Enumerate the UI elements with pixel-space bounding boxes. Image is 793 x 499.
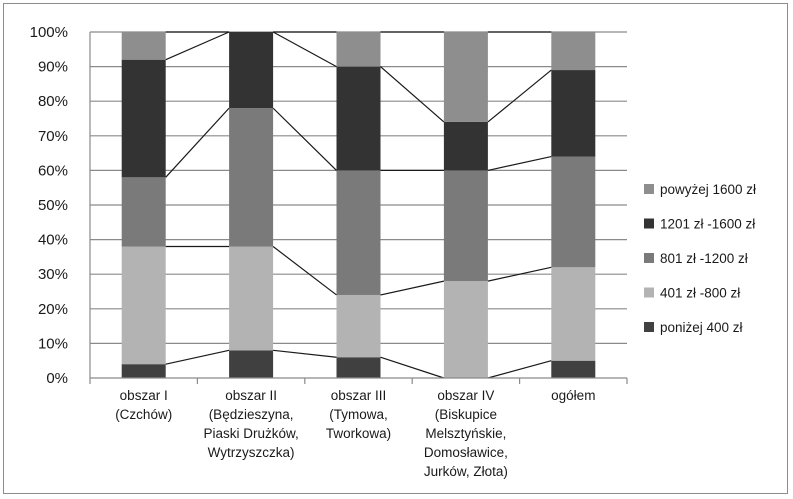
y-tick-label: 40%	[38, 232, 68, 249]
bar-segment	[336, 32, 381, 67]
y-tick-label: 80%	[38, 93, 68, 110]
stacked-bar-chart: 0% 10% 20% 30% 40% 50% 60% 70% 80% 90% 100% obszar…	[30, 24, 756, 479]
legend-swatch	[644, 322, 654, 332]
series-line	[487, 266, 552, 282]
legend-label: 801 zł -1200 zł	[660, 251, 748, 266]
bar-segment	[336, 357, 381, 378]
series-line	[487, 360, 552, 379]
x-category-label: obszar IV (Biskupice Melsztyńskie, Domosław…	[424, 388, 508, 479]
x-category-labels: obszar I (Czchów) obszar II (Będzieszyna, Pi…	[115, 388, 595, 479]
y-tick-label: 50%	[38, 197, 68, 214]
series-line	[487, 69, 552, 123]
y-tick-label: 70%	[38, 128, 68, 145]
series-line	[165, 31, 230, 61]
y-tick-label: 0%	[46, 370, 68, 387]
y-tick-label: 10%	[38, 335, 68, 352]
bar-segment	[121, 177, 166, 247]
bar-segment	[121, 59, 166, 178]
series-line	[272, 107, 337, 171]
legend-swatch	[644, 218, 654, 229]
series-line	[272, 246, 337, 296]
legend-label: powyżej 1600 zł	[660, 182, 756, 197]
bar-segment	[229, 108, 274, 247]
bar-segment	[229, 350, 274, 378]
legend-swatch	[644, 253, 654, 263]
x-category-label: obszar II (Będzieszyna, Piaski Drużków, Wyt…	[203, 388, 298, 460]
y-tick-label: 90%	[38, 59, 68, 76]
series-line	[273, 349, 337, 358]
bar-segment	[229, 246, 274, 351]
y-tick-label: 20%	[38, 301, 68, 318]
series-line	[272, 31, 337, 68]
series-line	[380, 280, 445, 296]
legend-label: 401 zł -800 zł	[660, 286, 740, 301]
y-tick-label: 60%	[38, 162, 68, 179]
series-line	[487, 155, 552, 171]
axes	[89, 32, 628, 384]
bar-segment	[551, 156, 596, 268]
bar-segment	[443, 170, 488, 282]
bar-segment	[443, 121, 488, 171]
bar-segment	[551, 32, 596, 71]
legend-label: poniżej 400 zł	[660, 320, 743, 335]
legend-swatch	[644, 184, 654, 194]
legend-swatch	[644, 287, 654, 298]
bar-segment	[229, 32, 274, 109]
bar-segment	[551, 267, 596, 361]
x-category-label: ogółem	[551, 388, 595, 403]
bar-segment	[121, 32, 166, 60]
series-lines	[165, 31, 552, 379]
bars	[121, 32, 596, 378]
y-tick-label: 30%	[38, 266, 68, 283]
x-category-label: obszar III (Tymowa, Tworkowa)	[326, 388, 391, 441]
bar-segment	[551, 360, 596, 378]
bar-segment	[121, 246, 166, 365]
bar-segment	[443, 281, 488, 378]
y-tick-labels: 0% 10% 20% 30% 40% 50% 60% 70% 80% 90% 100%	[30, 24, 68, 387]
series-line	[165, 349, 230, 365]
bar-segment	[336, 66, 381, 171]
series-line	[380, 66, 445, 123]
legend: powyżej 1600 zł 1201 zł -1600 zł 801 zł -1…	[644, 182, 756, 335]
series-line	[380, 356, 445, 379]
chart-frame: 0% 10% 20% 30% 40% 50% 60% 70% 80% 90% 100% obszar…	[3, 3, 788, 494]
bar-segment	[443, 32, 488, 122]
legend-label: 1201 zł -1600 zł	[660, 217, 755, 232]
bar-segment	[336, 170, 381, 295]
bar-segment	[121, 364, 166, 378]
series-line	[165, 107, 230, 178]
bar-segment	[336, 294, 381, 358]
y-tick-label: 100%	[30, 24, 68, 41]
bar-segment	[551, 70, 596, 157]
x-category-label: obszar I (Czchów)	[115, 388, 172, 422]
